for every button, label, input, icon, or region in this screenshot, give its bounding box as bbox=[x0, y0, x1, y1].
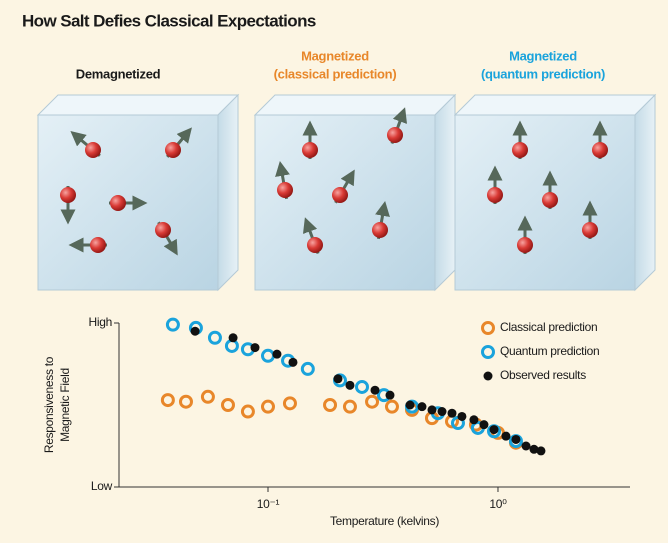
panel-label: Magnetized bbox=[301, 48, 369, 63]
atom bbox=[517, 237, 533, 253]
x-tick-label: 10⁻¹ bbox=[257, 497, 280, 511]
cube-side bbox=[634, 93, 656, 292]
data-point bbox=[345, 380, 355, 390]
legend-label: Observed results bbox=[500, 368, 586, 382]
data-point bbox=[190, 326, 200, 336]
data-point bbox=[489, 425, 499, 435]
atom bbox=[302, 142, 318, 158]
data-point bbox=[200, 389, 215, 404]
data-point bbox=[479, 420, 489, 430]
data-point bbox=[178, 394, 193, 409]
atom bbox=[512, 142, 528, 158]
data-point bbox=[323, 398, 338, 412]
atom bbox=[155, 222, 171, 238]
data-point bbox=[457, 411, 467, 421]
data-point bbox=[511, 434, 521, 444]
data-point bbox=[342, 399, 357, 414]
data-point bbox=[529, 444, 539, 454]
atom bbox=[307, 237, 323, 253]
atom bbox=[582, 222, 598, 238]
atom bbox=[85, 142, 101, 158]
cube-top bbox=[253, 94, 457, 116]
data-point bbox=[333, 374, 343, 384]
cube-front bbox=[254, 114, 436, 291]
data-point bbox=[370, 385, 380, 395]
cube-top bbox=[453, 94, 657, 116]
data-point bbox=[220, 398, 235, 412]
atom bbox=[277, 182, 293, 198]
figure-title: How Salt Defies Classical Expectations bbox=[22, 11, 316, 30]
data-point bbox=[417, 402, 427, 412]
data-point bbox=[207, 330, 222, 345]
data-point bbox=[536, 446, 546, 456]
data-point bbox=[427, 405, 437, 415]
data-point bbox=[365, 394, 380, 409]
atom bbox=[60, 187, 76, 203]
data-point bbox=[405, 400, 415, 410]
salt-cube bbox=[253, 93, 457, 292]
data-point bbox=[384, 399, 399, 414]
cube-side bbox=[434, 93, 456, 292]
y-axis-label: Magnetic Field bbox=[58, 368, 72, 442]
data-point bbox=[354, 379, 369, 394]
cube-side bbox=[217, 93, 239, 292]
legend-marker bbox=[481, 345, 495, 359]
cube-top bbox=[36, 94, 240, 116]
data-point bbox=[469, 415, 479, 425]
atom bbox=[487, 187, 503, 203]
data-point bbox=[260, 399, 275, 414]
salt-cube bbox=[36, 93, 240, 292]
panel-label: Magnetized bbox=[509, 48, 577, 63]
x-tick-label: 10⁰ bbox=[489, 497, 507, 511]
legend-marker bbox=[483, 371, 493, 381]
data-point bbox=[240, 404, 255, 419]
data-point bbox=[228, 333, 238, 343]
data-point bbox=[300, 361, 315, 376]
salt-cube bbox=[453, 93, 657, 292]
atom bbox=[165, 142, 181, 158]
legend-label: Classical prediction bbox=[500, 320, 597, 334]
data-point bbox=[272, 349, 282, 359]
panel-label: (quantum prediction) bbox=[481, 66, 605, 81]
panel-label: Demagnetized bbox=[76, 66, 161, 81]
atom bbox=[372, 222, 388, 238]
atom bbox=[90, 237, 106, 253]
atom bbox=[110, 195, 126, 211]
data-point bbox=[385, 390, 395, 400]
data-point bbox=[160, 393, 175, 408]
legend-marker bbox=[481, 321, 495, 335]
data-point bbox=[282, 396, 297, 411]
atom bbox=[332, 187, 348, 203]
data-point bbox=[288, 357, 298, 367]
atom bbox=[592, 142, 608, 158]
data-point bbox=[260, 348, 275, 363]
illustrations: Demagnetized Magnetized (classical predict… bbox=[36, 48, 657, 292]
data-point bbox=[437, 407, 447, 417]
y-tick-label: High bbox=[89, 315, 112, 329]
x-axis-label: Temperature (kelvins) bbox=[330, 514, 439, 528]
data-point bbox=[521, 441, 531, 451]
y-axis-label: Responsiveness to bbox=[42, 356, 56, 453]
atom bbox=[387, 127, 403, 143]
atom bbox=[542, 192, 558, 208]
data-point bbox=[165, 317, 180, 332]
panel-label: (classical prediction) bbox=[274, 66, 397, 81]
legend-label: Quantum prediction bbox=[500, 344, 599, 358]
y-tick-label: Low bbox=[91, 479, 113, 493]
data-point bbox=[250, 343, 260, 353]
data-point bbox=[447, 408, 457, 418]
chart: High Low 10⁻¹ 10⁰ Temperature (kelvins) Respo… bbox=[42, 315, 630, 528]
data-point bbox=[501, 431, 511, 441]
